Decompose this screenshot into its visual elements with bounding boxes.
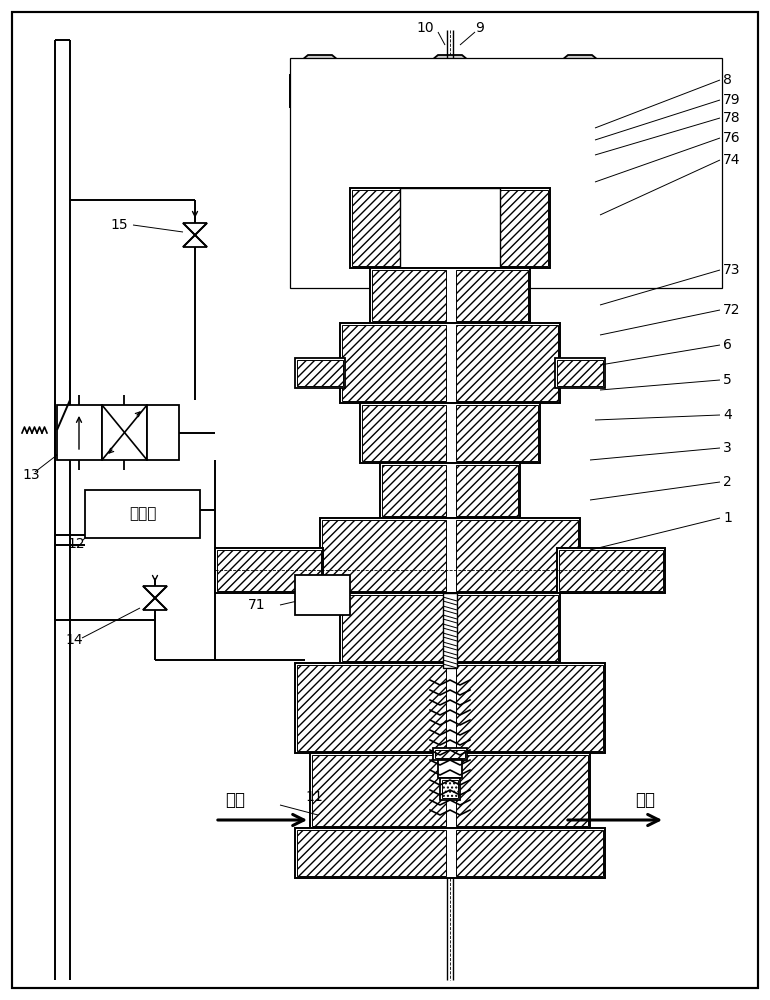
Bar (390, 128, 510, 153)
Bar (456, 130, 508, 151)
Bar (290, 58, 722, 288)
Text: 79: 79 (723, 93, 741, 107)
Text: 11: 11 (305, 790, 323, 804)
Polygon shape (302, 55, 338, 75)
Text: 出口: 出口 (635, 791, 655, 809)
Bar (297, 830, 446, 876)
Bar (102, 405, 147, 460)
Text: 73: 73 (723, 263, 741, 277)
Polygon shape (143, 586, 167, 598)
Bar (456, 270, 528, 321)
Bar (372, 270, 446, 321)
Text: 74: 74 (723, 153, 741, 167)
Text: 12: 12 (67, 537, 85, 551)
Text: 6: 6 (723, 338, 732, 352)
Polygon shape (143, 598, 167, 610)
Text: 5: 5 (723, 373, 732, 387)
Bar (435, 75, 465, 87)
Bar (352, 190, 446, 266)
Bar (456, 665, 603, 751)
Bar (290, 75, 612, 107)
Bar (392, 130, 446, 151)
Bar (382, 465, 446, 516)
Bar (350, 188, 550, 268)
Text: 78: 78 (723, 111, 741, 125)
Bar (456, 405, 538, 461)
Bar (443, 593, 457, 668)
Bar (295, 358, 345, 388)
Text: 76: 76 (723, 131, 741, 145)
Bar (310, 753, 590, 828)
Bar (217, 550, 321, 591)
Text: 71: 71 (248, 598, 266, 612)
Bar (85, 490, 200, 538)
Bar (438, 760, 462, 778)
Bar (297, 360, 343, 386)
Text: 9: 9 (476, 21, 484, 35)
Polygon shape (300, 75, 600, 110)
Bar (57, 405, 102, 460)
Text: 15: 15 (110, 218, 128, 232)
Bar (432, 84, 468, 128)
Bar (380, 463, 520, 518)
Text: 72: 72 (723, 303, 741, 317)
Bar (456, 190, 548, 266)
Bar (295, 663, 605, 753)
Polygon shape (562, 55, 598, 75)
Bar (557, 360, 603, 386)
Bar (215, 548, 323, 593)
Text: 8: 8 (723, 73, 732, 87)
Bar (370, 268, 530, 323)
Bar (456, 325, 558, 401)
Text: 10: 10 (417, 21, 434, 35)
Bar (456, 755, 588, 826)
Bar (555, 358, 605, 388)
Bar (295, 828, 605, 878)
Text: 2: 2 (723, 475, 732, 489)
Polygon shape (315, 80, 585, 105)
Bar (400, 153, 500, 188)
Bar (362, 405, 446, 461)
Bar (290, 75, 612, 107)
Bar (400, 188, 500, 268)
Polygon shape (183, 235, 207, 247)
Bar (295, 575, 350, 615)
Text: 3: 3 (723, 441, 732, 455)
Text: 控制器: 控制器 (129, 506, 156, 522)
Text: 1: 1 (723, 511, 732, 525)
Bar (340, 323, 560, 403)
Polygon shape (432, 55, 468, 75)
Bar (360, 403, 540, 463)
Bar (340, 593, 560, 663)
Text: 4: 4 (723, 408, 732, 422)
Bar (342, 595, 446, 661)
Bar (440, 778, 460, 800)
Bar (297, 665, 446, 751)
Bar (456, 830, 603, 876)
Text: 入口: 入口 (225, 791, 245, 809)
Bar (435, 750, 465, 758)
Bar (559, 550, 663, 591)
Text: 14: 14 (65, 633, 82, 647)
Bar (433, 748, 467, 760)
Bar (456, 520, 578, 591)
Bar (320, 518, 580, 593)
Bar (147, 405, 179, 460)
Bar (312, 755, 446, 826)
Bar (430, 82, 470, 130)
Bar (322, 520, 446, 591)
Bar (342, 325, 446, 401)
Bar (442, 780, 458, 798)
Bar (456, 155, 498, 186)
Bar (456, 465, 518, 516)
Text: 13: 13 (22, 468, 39, 482)
Polygon shape (183, 223, 207, 235)
Bar (402, 155, 446, 186)
Bar (456, 595, 558, 661)
Bar (557, 548, 665, 593)
